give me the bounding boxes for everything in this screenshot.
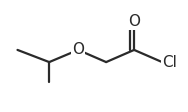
Text: O: O [128, 14, 140, 29]
Text: Cl: Cl [162, 55, 177, 70]
Text: O: O [72, 42, 84, 57]
